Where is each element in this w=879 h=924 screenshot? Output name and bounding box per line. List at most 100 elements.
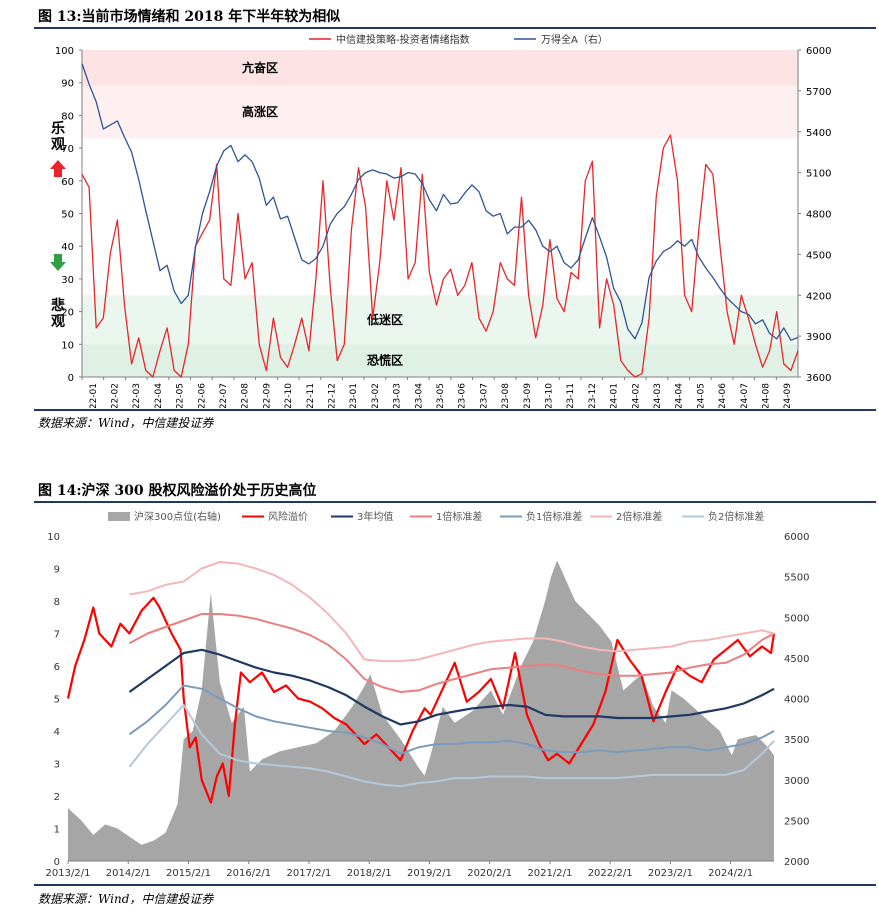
x-tick-23-08: 23-08 — [501, 383, 511, 408]
x-tick-23-09: 23-09 — [523, 383, 533, 408]
x-tick-22-09: 22-09 — [262, 383, 272, 408]
y-left-tick-20: 20 — [61, 308, 74, 319]
y-left-tick-9: 9 — [54, 565, 60, 576]
x-tick-22-04: 22-04 — [154, 383, 164, 408]
y-left-tick-50: 50 — [61, 210, 74, 221]
x-tick-22-02: 22-02 — [111, 383, 121, 408]
x-tick-22-06: 22-06 — [197, 383, 207, 408]
y-left-tick-8: 8 — [54, 597, 60, 608]
legend-label-4: 负1倍标准差 — [526, 510, 582, 523]
y-right-tick-4500: 4500 — [806, 250, 831, 261]
y-left-tick-10: 10 — [61, 340, 74, 351]
y-right-tick-6000: 6000 — [806, 46, 831, 57]
series-line-0 — [81, 134, 799, 378]
x-tick-2018-2-1: 2018/2/1 — [347, 868, 392, 879]
y-left-tick-4: 4 — [54, 727, 60, 738]
figure2-source: 数据来源：Wind，中信建投证券 — [38, 892, 214, 906]
x-tick-2013-2-1: 2013/2/1 — [46, 868, 91, 879]
side-label-up-char: 观 — [51, 137, 65, 153]
y-left-tick-3: 3 — [54, 760, 60, 771]
series-area-0 — [68, 560, 774, 861]
x-tick-23-10: 23-10 — [544, 383, 554, 408]
y-left-tick-40: 40 — [61, 242, 74, 253]
zone-2 — [82, 295, 798, 345]
series-line-1 — [81, 63, 799, 341]
y-right-tick-2000: 2000 — [784, 857, 809, 868]
x-tick-2022-2-1: 2022/2/1 — [588, 868, 633, 879]
side-label-down-char: 观 — [51, 314, 65, 330]
x-tick-24-06: 24-06 — [718, 383, 728, 408]
y-right-tick-5400: 5400 — [806, 128, 831, 139]
side-label-down-char: 悲 — [51, 297, 65, 314]
x-tick-22-12: 22-12 — [328, 383, 338, 408]
y-left-tick-5: 5 — [54, 695, 60, 706]
x-tick-24-01: 24-01 — [610, 383, 620, 408]
x-tick-24-05: 24-05 — [696, 383, 706, 408]
series-line-6 — [128, 704, 775, 788]
x-tick-2014-2-1: 2014/2/1 — [106, 868, 151, 879]
y-right-tick-2500: 2500 — [784, 816, 809, 827]
y-right-tick-5500: 5500 — [784, 573, 809, 584]
x-tick-2019-2-1: 2019/2/1 — [407, 868, 452, 879]
y-left-tick-1: 1 — [54, 825, 60, 836]
figure2-top-rule — [34, 501, 876, 503]
x-tick-24-08: 24-08 — [761, 383, 771, 408]
x-tick-23-11: 23-11 — [566, 383, 576, 408]
y-right-tick-5100: 5100 — [806, 169, 831, 180]
side-label-up-char: 乐 — [51, 120, 65, 137]
zone-label-1: 高涨区 — [242, 104, 278, 119]
x-tick-24-03: 24-03 — [653, 383, 663, 408]
x-tick-22-11: 22-11 — [306, 383, 316, 408]
x-tick-22-08: 22-08 — [241, 383, 251, 408]
x-tick-22-05: 22-05 — [176, 383, 186, 408]
x-tick-2023-2-1: 2023/2/1 — [648, 868, 693, 879]
y-left-tick-60: 60 — [61, 177, 74, 188]
x-tick-2021-2-1: 2021/2/1 — [527, 868, 572, 879]
y-right-tick-4000: 4000 — [784, 695, 809, 706]
x-tick-24-02: 24-02 — [631, 383, 641, 408]
y-right-tick-4500: 4500 — [784, 654, 809, 665]
y-left-tick-2: 2 — [54, 792, 60, 803]
figure1-title: 图 13:当前市场情绪和 2018 年下半年较为相似 — [38, 9, 341, 25]
legend-label-1: 万得全A（右） — [541, 33, 608, 46]
x-tick-23-07: 23-07 — [479, 383, 489, 408]
x-tick-23-04: 23-04 — [414, 383, 424, 408]
figure2-title: 图 14:沪深 300 股权风险溢价处于历史高位 — [38, 483, 317, 499]
zone-label-2: 低迷区 — [366, 312, 403, 327]
zone-label-3: 恐慌区 — [367, 353, 403, 368]
y-left-tick-70: 70 — [61, 144, 74, 155]
y-right-tick-6000: 6000 — [784, 532, 809, 543]
up-arrow-icon — [50, 160, 66, 177]
y-left-tick-10: 10 — [47, 532, 60, 543]
x-tick-23-02: 23-02 — [371, 383, 381, 408]
y-right-tick-3900: 3900 — [806, 332, 831, 343]
y-right-tick-3500: 3500 — [784, 735, 809, 746]
x-tick-2020-2-1: 2020/2/1 — [467, 868, 512, 879]
x-tick-22-10: 22-10 — [284, 383, 294, 408]
series-line-5 — [129, 561, 775, 663]
x-tick-23-03: 23-03 — [393, 383, 403, 408]
y-right-tick-3600: 3600 — [806, 373, 831, 384]
legend-swatch-0 — [108, 512, 130, 521]
series-line-4 — [128, 684, 775, 755]
y-left-tick-0: 0 — [68, 373, 74, 384]
y-right-tick-4800: 4800 — [806, 210, 831, 221]
x-tick-23-01: 23-01 — [349, 383, 359, 408]
x-tick-2016-2-1: 2016/2/1 — [226, 868, 271, 879]
y-right-tick-4200: 4200 — [806, 291, 831, 302]
y-left-tick-7: 7 — [54, 630, 60, 641]
erp-chart: 0 1 2 3 4 5 6 7 8 9 10 2000 2500 3000 3500 4000 4500 5000… — [46, 510, 810, 879]
y-left-tick-0: 0 — [54, 857, 60, 868]
zone-1 — [82, 85, 798, 139]
zone-label-0: 亢奋区 — [242, 60, 278, 75]
legend-label-0: 沪深300点位(右轴) — [134, 510, 221, 523]
figure1-top-rule — [34, 27, 876, 29]
y-left-tick-30: 30 — [61, 275, 74, 286]
x-tick-23-06: 23-06 — [458, 383, 468, 408]
x-tick-22-03: 22-03 — [132, 383, 142, 408]
y-left-tick-90: 90 — [61, 79, 74, 90]
y-right-tick-5700: 5700 — [806, 87, 831, 98]
y-right-tick-3000: 3000 — [784, 776, 809, 787]
x-tick-2017-2-1: 2017/2/1 — [286, 868, 331, 879]
